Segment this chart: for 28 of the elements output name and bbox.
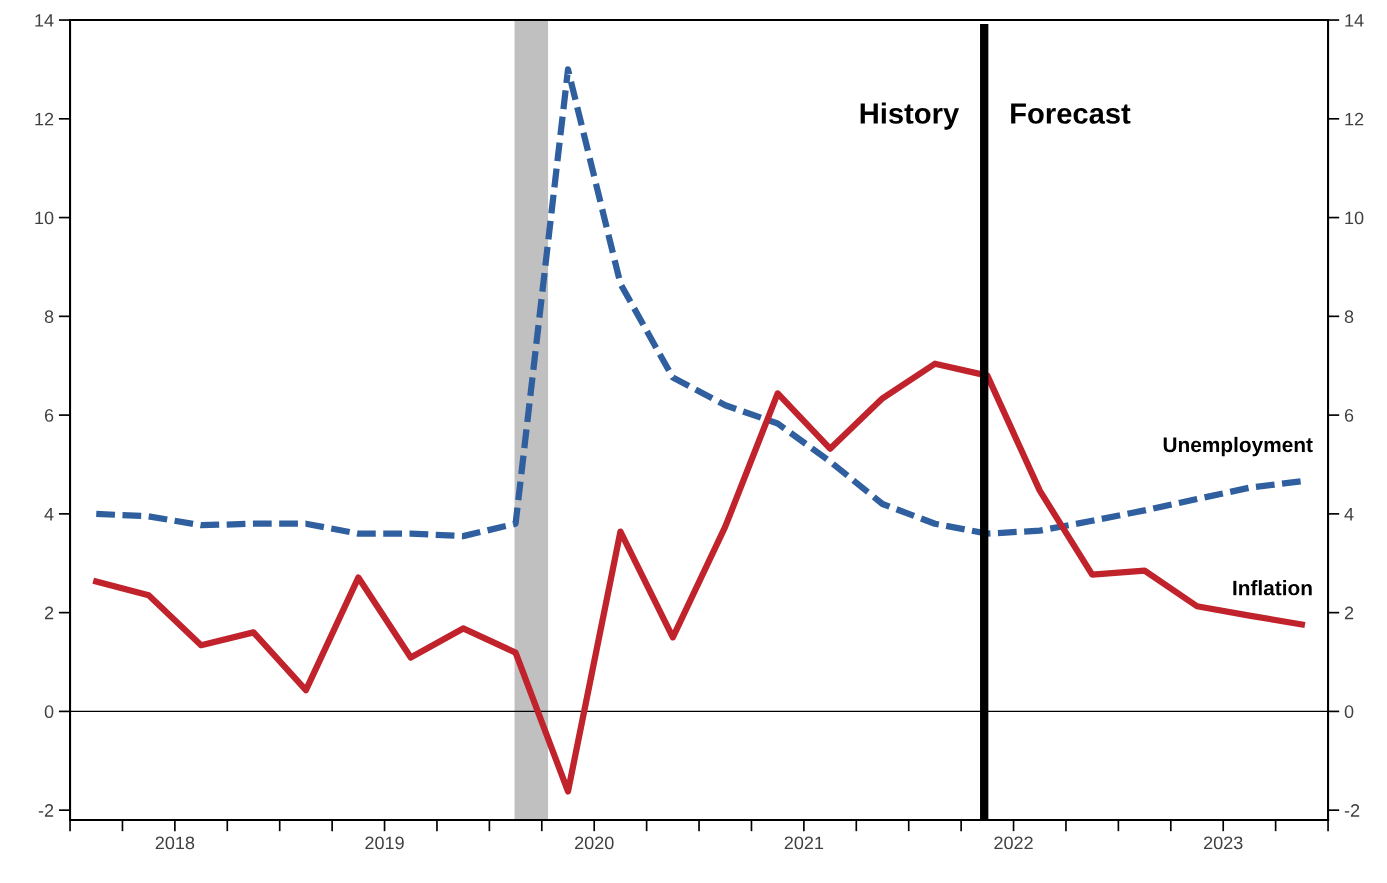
y2-tick-label: 4 bbox=[1344, 507, 1354, 521]
y-tick-label: 12 bbox=[35, 112, 54, 126]
y-tick-label: 10 bbox=[35, 211, 54, 225]
y2-tick-label: 2 bbox=[1344, 606, 1354, 620]
y-tick-label: 2 bbox=[44, 606, 54, 620]
x-tick-label: 2019 bbox=[365, 836, 404, 850]
y2-tick-label: 0 bbox=[1344, 705, 1354, 719]
x-tick-label: 2022 bbox=[994, 836, 1033, 850]
y-tick-label: 8 bbox=[44, 310, 54, 324]
y2-tick-label: -2 bbox=[1344, 804, 1360, 817]
y2-tick-label: 8 bbox=[1344, 310, 1354, 324]
y2-tick-label: 10 bbox=[1345, 211, 1364, 225]
y2-tick-label: 12 bbox=[1345, 112, 1364, 126]
series-label: Inflation bbox=[1233, 580, 1312, 596]
x-tick-label: 2018 bbox=[155, 836, 195, 850]
y-tick-label: 0 bbox=[44, 705, 54, 719]
y-tick-label: 4 bbox=[44, 507, 54, 521]
y-tick-label: 14 bbox=[35, 14, 54, 27]
y2-tick-label: 14 bbox=[1345, 14, 1364, 27]
y-tick-label: -2 bbox=[38, 804, 54, 817]
annotation: Forecast bbox=[1011, 103, 1131, 124]
x-tick-label: 2023 bbox=[1204, 836, 1243, 850]
series-label: Unemployment bbox=[1163, 436, 1313, 457]
annotation: History bbox=[860, 102, 960, 130]
x-tick-label: 2020 bbox=[575, 836, 614, 850]
y-tick-label: 6 bbox=[44, 409, 54, 422]
x-tick-label: 2021 bbox=[784, 836, 824, 850]
y2-tick-label: 6 bbox=[1344, 409, 1354, 422]
